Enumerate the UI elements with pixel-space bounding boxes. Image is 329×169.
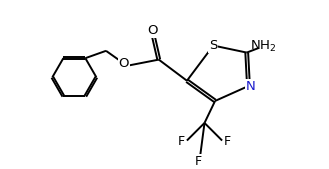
Text: O: O xyxy=(147,24,158,37)
Text: NH$_2$: NH$_2$ xyxy=(250,39,277,54)
Text: F: F xyxy=(195,155,202,168)
Text: S: S xyxy=(209,39,217,52)
Text: F: F xyxy=(224,135,231,148)
Text: F: F xyxy=(178,135,185,148)
Text: N: N xyxy=(246,79,256,92)
Text: O: O xyxy=(118,57,129,70)
